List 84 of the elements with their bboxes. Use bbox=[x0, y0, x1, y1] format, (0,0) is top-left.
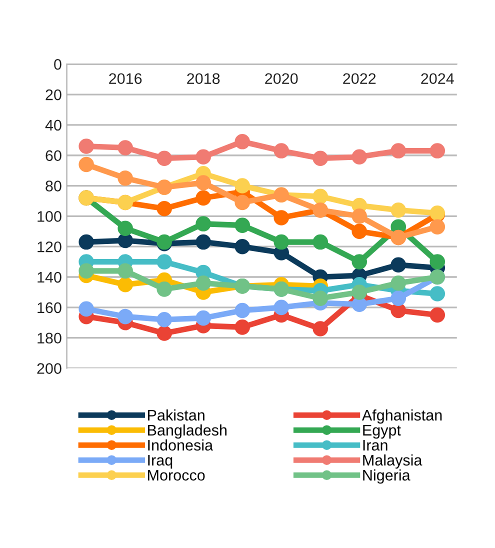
point bbox=[430, 286, 446, 302]
y-tick-label: 0 bbox=[54, 58, 62, 70]
point bbox=[390, 202, 406, 218]
point bbox=[312, 188, 328, 204]
point bbox=[274, 234, 289, 250]
point bbox=[390, 290, 406, 306]
legend-label: Indonesia bbox=[148, 439, 214, 451]
point bbox=[196, 149, 211, 165]
legend-label: Nigeria bbox=[363, 469, 410, 484]
point bbox=[430, 254, 446, 270]
x-tick-label: 2022 bbox=[343, 73, 376, 84]
point bbox=[156, 150, 172, 166]
point bbox=[118, 220, 133, 236]
point bbox=[196, 175, 211, 190]
legend-label: Malaysia bbox=[363, 454, 422, 469]
point bbox=[234, 218, 250, 233]
point bbox=[234, 178, 250, 194]
point bbox=[234, 238, 250, 254]
point bbox=[430, 219, 446, 234]
point bbox=[234, 134, 250, 150]
legend-label: Afghanistan bbox=[362, 409, 442, 424]
point bbox=[118, 276, 133, 292]
point bbox=[274, 143, 289, 158]
y-tick-label: 100 bbox=[38, 211, 62, 222]
point bbox=[196, 234, 211, 250]
point bbox=[274, 210, 289, 226]
point bbox=[78, 263, 94, 279]
point bbox=[312, 321, 328, 336]
point bbox=[156, 326, 172, 341]
point bbox=[312, 290, 328, 306]
legend-label: Iran bbox=[363, 440, 388, 451]
y-tick-label: 40 bbox=[45, 120, 62, 131]
point bbox=[156, 312, 172, 328]
y-tick-label: 20 bbox=[46, 89, 62, 100]
point bbox=[118, 170, 133, 186]
y-tick-label: 120 bbox=[38, 241, 62, 252]
y-tick-label: 160 bbox=[38, 302, 62, 314]
point bbox=[352, 254, 368, 270]
point bbox=[196, 190, 211, 206]
point bbox=[352, 296, 368, 312]
point bbox=[390, 257, 406, 272]
point bbox=[390, 302, 406, 318]
point bbox=[390, 143, 406, 158]
legend-label: Pakistan bbox=[148, 409, 204, 421]
point bbox=[118, 263, 133, 279]
x-tick-label: 2018 bbox=[187, 73, 220, 84]
x-tick-label: 2020 bbox=[265, 73, 298, 84]
point bbox=[312, 150, 328, 166]
point bbox=[196, 275, 211, 291]
point bbox=[234, 194, 250, 210]
point bbox=[430, 143, 446, 158]
point bbox=[78, 138, 94, 154]
point bbox=[78, 301, 94, 317]
point bbox=[234, 302, 250, 318]
point bbox=[352, 284, 368, 300]
point bbox=[156, 254, 172, 270]
point bbox=[312, 234, 328, 250]
point bbox=[234, 320, 250, 335]
legend-label: Egypt bbox=[363, 424, 401, 439]
y-tick-label: 80 bbox=[46, 180, 62, 192]
point bbox=[196, 216, 211, 232]
legend-label: Iraq bbox=[148, 454, 172, 469]
point bbox=[118, 232, 133, 248]
point bbox=[156, 200, 172, 216]
point bbox=[78, 156, 94, 172]
legend-label: Morocco bbox=[148, 470, 205, 481]
point bbox=[352, 224, 368, 240]
point bbox=[352, 208, 368, 224]
point bbox=[78, 234, 94, 250]
y-tick-label: 180 bbox=[38, 332, 62, 344]
point bbox=[118, 140, 133, 156]
point bbox=[196, 310, 211, 326]
y-tick-label: 200 bbox=[37, 363, 62, 374]
point bbox=[274, 300, 289, 316]
point bbox=[118, 308, 133, 324]
point bbox=[352, 149, 368, 165]
x-tick-label: 2024 bbox=[421, 73, 454, 84]
x-tick-label: 2016 bbox=[109, 73, 142, 84]
point bbox=[390, 275, 406, 291]
legend-label: Bangladesh bbox=[148, 424, 226, 439]
point bbox=[430, 307, 446, 323]
y-tick-label: 60 bbox=[46, 150, 62, 162]
point bbox=[156, 282, 172, 297]
y-tick-label: 140 bbox=[38, 272, 62, 283]
